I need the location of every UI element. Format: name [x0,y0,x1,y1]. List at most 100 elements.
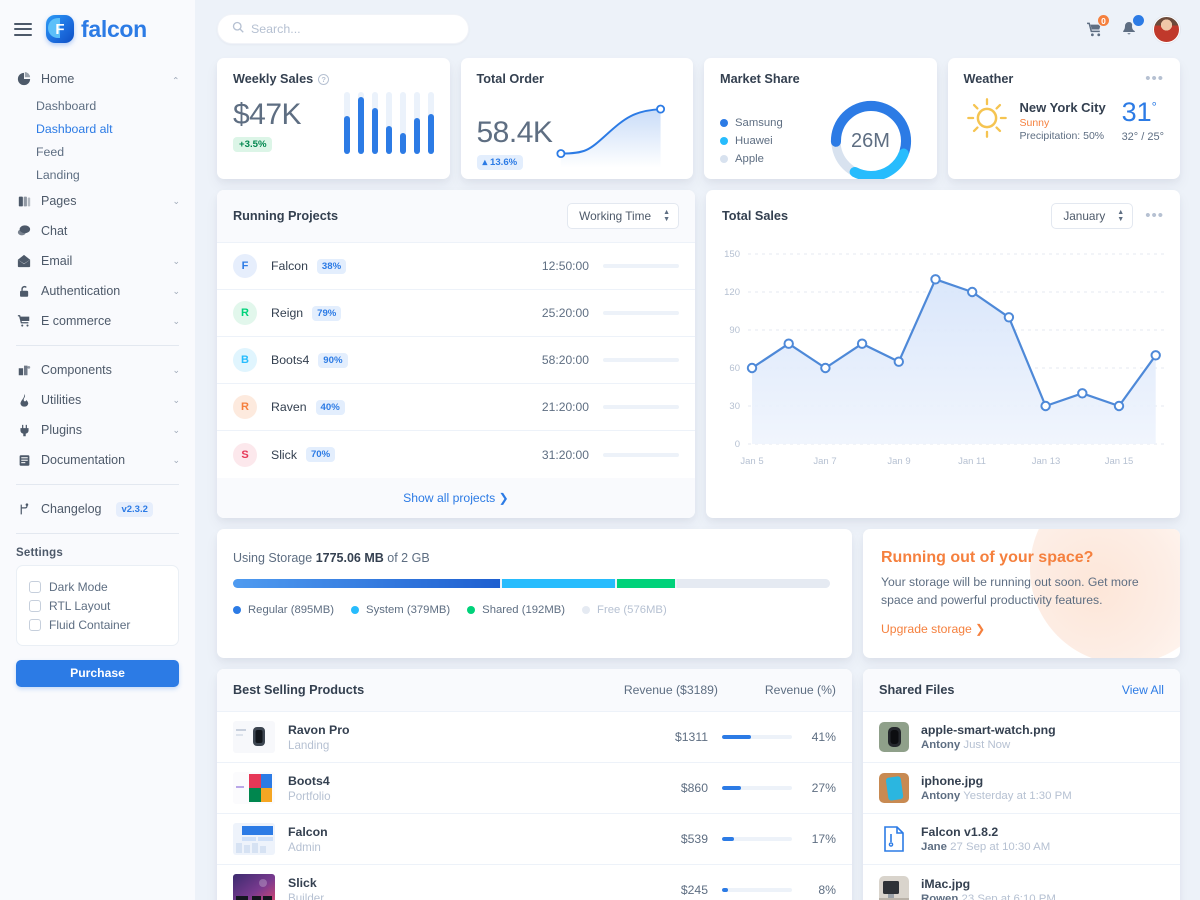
market-share-body: Samsung Huawei Apple [720,95,921,179]
best-selling-products-card: Best Selling Products Revenue ($3189) Re… [217,669,852,900]
sidebar-item-components[interactable]: Components ⌄ [0,355,195,385]
checkbox-icon[interactable] [29,599,41,612]
checkbox-icon[interactable] [29,618,41,631]
sidebar-item-home[interactable]: Home ⌄ [0,64,195,94]
chevron-down-icon[interactable]: ⌄ [172,285,180,296]
total-order-body: 58.4K ▴ 13.6% [476,94,678,175]
storage-segment-system [502,579,616,588]
sidebar-item-feed[interactable]: Feed [36,144,65,159]
table-row[interactable]: R Reign 79% 25:20:00 [217,290,695,337]
table-row[interactable]: F Falcon 38% 12:50:00 [217,243,695,290]
upgrade-storage-link[interactable]: Upgrade storage ❯ [881,622,986,637]
donut-center-value: 26M [851,129,890,152]
running-projects-header: Running Projects Working Time ▲ ▼ [217,190,695,243]
setting-dark-mode[interactable]: Dark Mode [29,577,166,596]
sidebar-item-email[interactable]: Email ⌄ [0,246,195,276]
project-progress-track [603,264,679,268]
chevron-down-icon[interactable]: ⌄ [172,394,180,405]
search-box[interactable] [217,14,469,44]
sidebar-item-chat[interactable]: Chat [0,216,195,246]
sidebar-divider [16,345,179,346]
y-tick-90: 90 [729,325,740,336]
setting-rtl-layout[interactable]: RTL Layout [29,596,166,615]
git-branch-icon [16,501,32,517]
menu-toggle-icon[interactable] [14,22,32,36]
sidebar-item-ecommerce[interactable]: E commerce ⌄ [0,306,195,336]
setting-label: RTL Layout [49,598,111,613]
ellipsis-icon[interactable]: ••• [1145,70,1164,87]
table-row[interactable]: Falcon Admin $539 17% [217,814,852,866]
setting-fluid-container[interactable]: Fluid Container [29,615,166,634]
table-row[interactable]: Boots4 Portfolio $860 27% [217,763,852,815]
sidebar-item-plugins[interactable]: Plugins ⌄ [0,415,195,445]
data-point [1077,388,1088,399]
sidebar-divider [16,484,179,485]
chevron-down-icon[interactable]: ⌄ [172,454,180,465]
list-item[interactable]: apple-smart-watch.png Antony Just Now [863,712,1180,764]
show-all-projects-link[interactable]: Show all projects ❯ [217,478,695,518]
x-tick-label: Jan 15 [1105,456,1134,467]
ellipsis-icon[interactable]: ••• [1145,207,1164,224]
product-info: Slick Builder [288,876,604,900]
legend-item: Free (576MB) [582,601,667,619]
sidebar-item-authentication[interactable]: Authentication ⌄ [0,276,195,306]
weekly-sales-barchart [343,92,434,156]
sidebar-item-pages[interactable]: Pages ⌄ [0,186,195,216]
legend-item: Huawei [720,132,783,150]
project-percent: 40% [315,399,345,415]
working-time-select[interactable]: Working Time ▲ ▼ [567,203,679,229]
product-name: Falcon [288,824,328,839]
file-user: Antony [921,739,961,752]
market-share-header: Market Share [720,72,921,86]
weather-condition: Sunny [1019,116,1050,129]
list-item[interactable]: iphone.jpg Antony Yesterday at 1:30 PM [863,763,1180,815]
weekly-sales-value: $47K [233,97,302,131]
checkbox-icon[interactable] [29,580,41,593]
total-sales-line-chart: 0 30 60 90 120 150 [724,249,1168,467]
table-row[interactable]: R Raven 40% 21:20:00 [217,384,695,431]
product-percent: 17% [811,832,836,847]
brand-logo[interactable]: F falcon [46,15,147,43]
purchase-button[interactable]: Purchase [16,660,179,687]
sidebar-item-documentation[interactable]: Documentation ⌄ [0,445,195,475]
list-item[interactable]: iMac.jpg Rowen 23 Sep at 6:10 PM [863,865,1180,900]
month-select[interactable]: January ▲ ▼ [1051,203,1134,229]
legend-label: Huawei [735,135,773,147]
product-info: Ravon Pro Landing [288,723,604,752]
legend-label: Samsung [735,117,783,129]
chevron-down-icon[interactable]: ⌄ [172,255,180,266]
chevron-down-icon[interactable]: ⌄ [172,195,180,206]
view-all-link[interactable]: View All [1121,683,1164,698]
product-category: Admin [288,840,321,854]
card-title: Total Sales [722,209,789,223]
watch-thumb [233,721,275,754]
search-input[interactable] [251,22,454,36]
avatar[interactable] [1153,15,1180,43]
table-row[interactable]: B Boots4 90% 58:20:00 [217,337,695,384]
sidebar-item-landing[interactable]: Landing [36,167,80,182]
table-row[interactable]: Slick Builder $245 8% [217,865,852,900]
chevron-down-icon[interactable]: ⌄ [172,315,180,326]
list-item[interactable]: Falcon v1.8.2 Jane 27 Sep at 10:30 AM [863,814,1180,866]
table-row[interactable]: S Slick 70% 31:20:00 [217,431,695,478]
main-area: 0 Weekly Sales ? [195,0,1200,900]
data-point [893,356,905,367]
chevron-up-icon[interactable]: ⌄ [172,74,180,85]
table-row[interactable]: Ravon Pro Landing $1311 41% [217,712,852,764]
cart-button[interactable]: 0 [1083,14,1110,40]
brand-mark-letter: F [55,20,65,38]
search-icon [232,20,244,38]
info-icon[interactable]: ? [318,73,330,85]
sidebar-item-dashboard-alt[interactable]: Dashboard alt [36,121,113,136]
chevron-down-icon[interactable]: ⌄ [172,364,180,375]
total-order-figures: 58.4K ▴ 13.6% [476,116,553,175]
weekly-sales-header: Weekly Sales ? [233,72,434,86]
sidebar-item-utilities[interactable]: Utilities ⌄ [0,385,195,415]
sidebar-item-changelog[interactable]: Changelog v2.3.2 [0,494,195,524]
notifications-button[interactable] [1118,14,1145,40]
navbar-actions: 0 [1083,14,1180,43]
sidebar-item-dashboard[interactable]: Dashboard [36,98,97,113]
book-icon [16,193,32,209]
legend-dot-shared [467,606,476,614]
chevron-down-icon[interactable]: ⌄ [172,424,180,435]
